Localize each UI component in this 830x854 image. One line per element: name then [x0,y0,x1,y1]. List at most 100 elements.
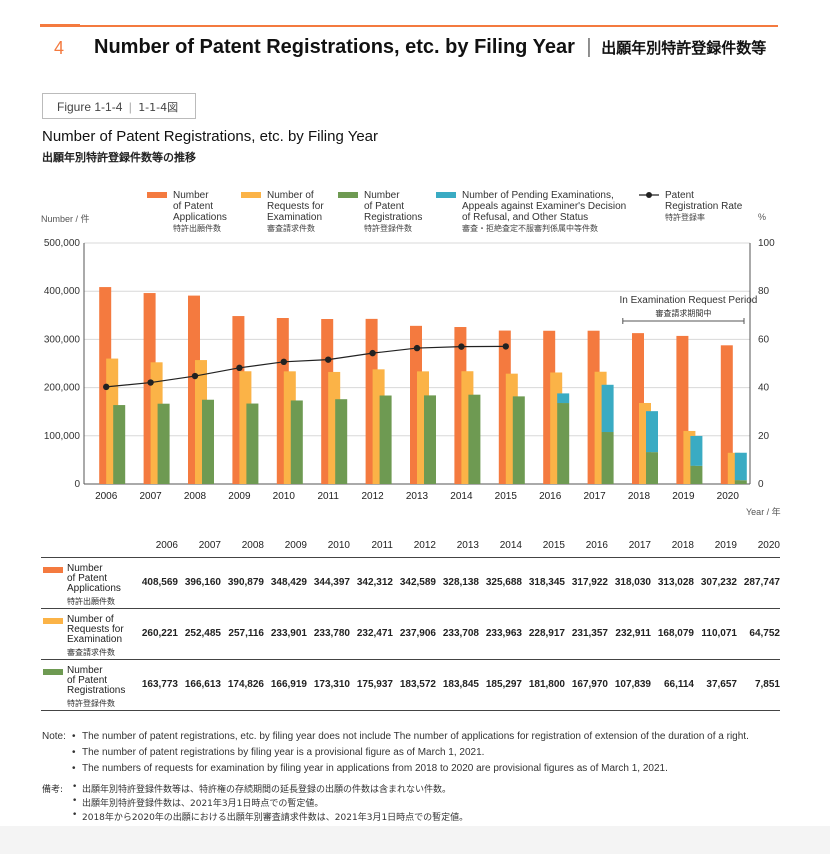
note-bullet: • [72,810,78,820]
y2-tick-label: 0 [758,479,764,490]
x-tick-label: 2009 [228,491,251,502]
x-tick-label: 2008 [184,491,207,502]
x-tick-label: 2016 [539,491,562,502]
note-bullet: • [72,731,76,742]
bar-registrations [646,452,658,484]
top-rule-accent [40,24,80,27]
y-tick-label: 300,000 [44,334,81,345]
bottom-axis-unit: Year / 年 [746,507,781,517]
rate-point [413,344,421,352]
table-year-header: 2020 [757,539,780,551]
note-bullet: • [72,796,78,806]
bar-registrations [113,405,126,484]
y2-tick-label: 60 [758,334,770,345]
y-tick-label: 100,000 [44,431,81,442]
x-tick-label: 2014 [450,491,473,502]
table-cell: 64,752 [737,607,780,659]
table-year-header: 2011 [371,539,393,551]
bar-registrations [468,394,481,484]
bar-registrations [734,480,747,484]
legend-swatch [241,192,261,198]
rate-point [103,383,110,391]
section-title-jp: 出願年別特許登録件数等 [601,39,767,57]
row-label-jp: 特許登録件数 [67,698,115,708]
table-cell: 167,970 [565,658,608,711]
x-tick-label: 2011 [317,491,339,502]
table-year-header: 2017 [628,539,651,551]
row-swatch [43,566,63,573]
bar-pending [734,452,747,481]
x-tick-label: 2012 [361,491,384,502]
bar-registrations [690,465,703,484]
x-tick-label: 2020 [717,491,740,502]
section-number: 4 [54,38,65,58]
bar-registrations [557,403,570,484]
table-cell: 183,572 [393,658,436,711]
table-cell: 181,800 [522,658,565,711]
table-year-header: 2008 [241,539,264,551]
table-cell: 183,845 [436,658,479,711]
bar-applications [720,345,733,484]
table-header-row: 2006 2007 2008 2009 2010 2011 2012 2013 2014 2015… [41,537,780,557]
table-cell: 173,310 [307,658,350,711]
row-swatch [43,617,63,624]
table-cell: 257,116 [221,607,264,659]
table-cell: 252,485 [178,607,221,659]
table-cell: 231,357 [565,607,608,659]
row-label-jp: 審査請求件数 [67,647,115,657]
table-cell: 396,160 [178,556,221,608]
figure-label-separator: | [128,100,132,114]
legend-label: Number of Patent Registrations 特許登録件数 [364,190,423,233]
table-year-header: 2013 [456,539,479,551]
chart-subtitle: 出願年別特許登録件数等の推移 [42,151,196,164]
section-title-en: Number of Patent Registrations, etc. by … [94,36,575,58]
table-row: Number of Requests for Examination 審査請求件数… [41,607,780,659]
table-cell: 307,232 [694,556,737,608]
table-cell: 232,471 [350,607,393,659]
chart-svg: 0 100,000 200,000 300,000 400,000 500,000 0 20 4… [44,238,775,502]
table-cell: 174,826 [221,658,264,711]
y2-tick-label: 20 [758,431,770,442]
legend-swatch [639,192,659,198]
table-cell: 237,906 [393,607,436,659]
table-cell: 110,071 [694,607,737,659]
table-cell: 325,688 [479,556,522,608]
table-cell: 232,911 [608,607,651,659]
table-row: Number of Patent Registrations 特許登録件数 163,… [41,658,780,711]
row-label-text: Number of Requests for Examination [67,613,124,645]
table-corner [41,537,135,557]
table-row: Number of Patent Applications 特許出願件数 408,5… [41,556,780,608]
rate-line [106,345,506,388]
table-year-header: 2007 [198,539,221,551]
bar-registrations [335,399,348,484]
x-tick-label: 2010 [273,491,296,502]
legend-label: Number of Pending Examinations, Appeals a… [462,190,627,233]
bar-registrations [379,395,392,484]
x-tick-label: 2017 [583,491,606,502]
legend-label-jp: 審査・拒絶査定不服審判係属中等件数 [462,224,598,233]
table-cell: 185,297 [479,658,522,711]
bar-registrations [290,400,303,484]
x-tick-label: 2018 [628,491,651,502]
table-cell: 313,028 [651,556,694,608]
bar-registrations [157,403,170,484]
note-text: The numbers of requests for examination … [82,763,668,774]
bar-pending [690,435,703,466]
table-cell: 233,901 [264,607,307,659]
table-cell: 344,397 [307,556,350,608]
legend-label-jp: 特許出願件数 [173,224,221,233]
jp-note-head: 備考: [42,785,64,795]
bar-pending [557,393,570,404]
note-head: Note: [42,731,66,742]
table-year-header: 2006 [155,539,178,551]
legend-label-jp: 特許登録率 [665,213,705,222]
legend-swatch [147,192,167,198]
note-text: The number of patent registrations, etc.… [82,731,749,742]
jp-note-text: 2018年から2020年の出願における出願年別審査請求件数は、2021年3月1日… [82,813,469,823]
x-tick-label: 2019 [672,491,695,502]
bar-registrations [246,403,259,484]
table-cell: 342,312 [350,556,393,608]
figure-label-box: Figure 1-1-4 | 1-1-4図 [42,93,196,119]
x-tick-label: 2015 [495,491,518,502]
legend-label: Number of Patent Applications 特許出願件数 [173,190,227,233]
